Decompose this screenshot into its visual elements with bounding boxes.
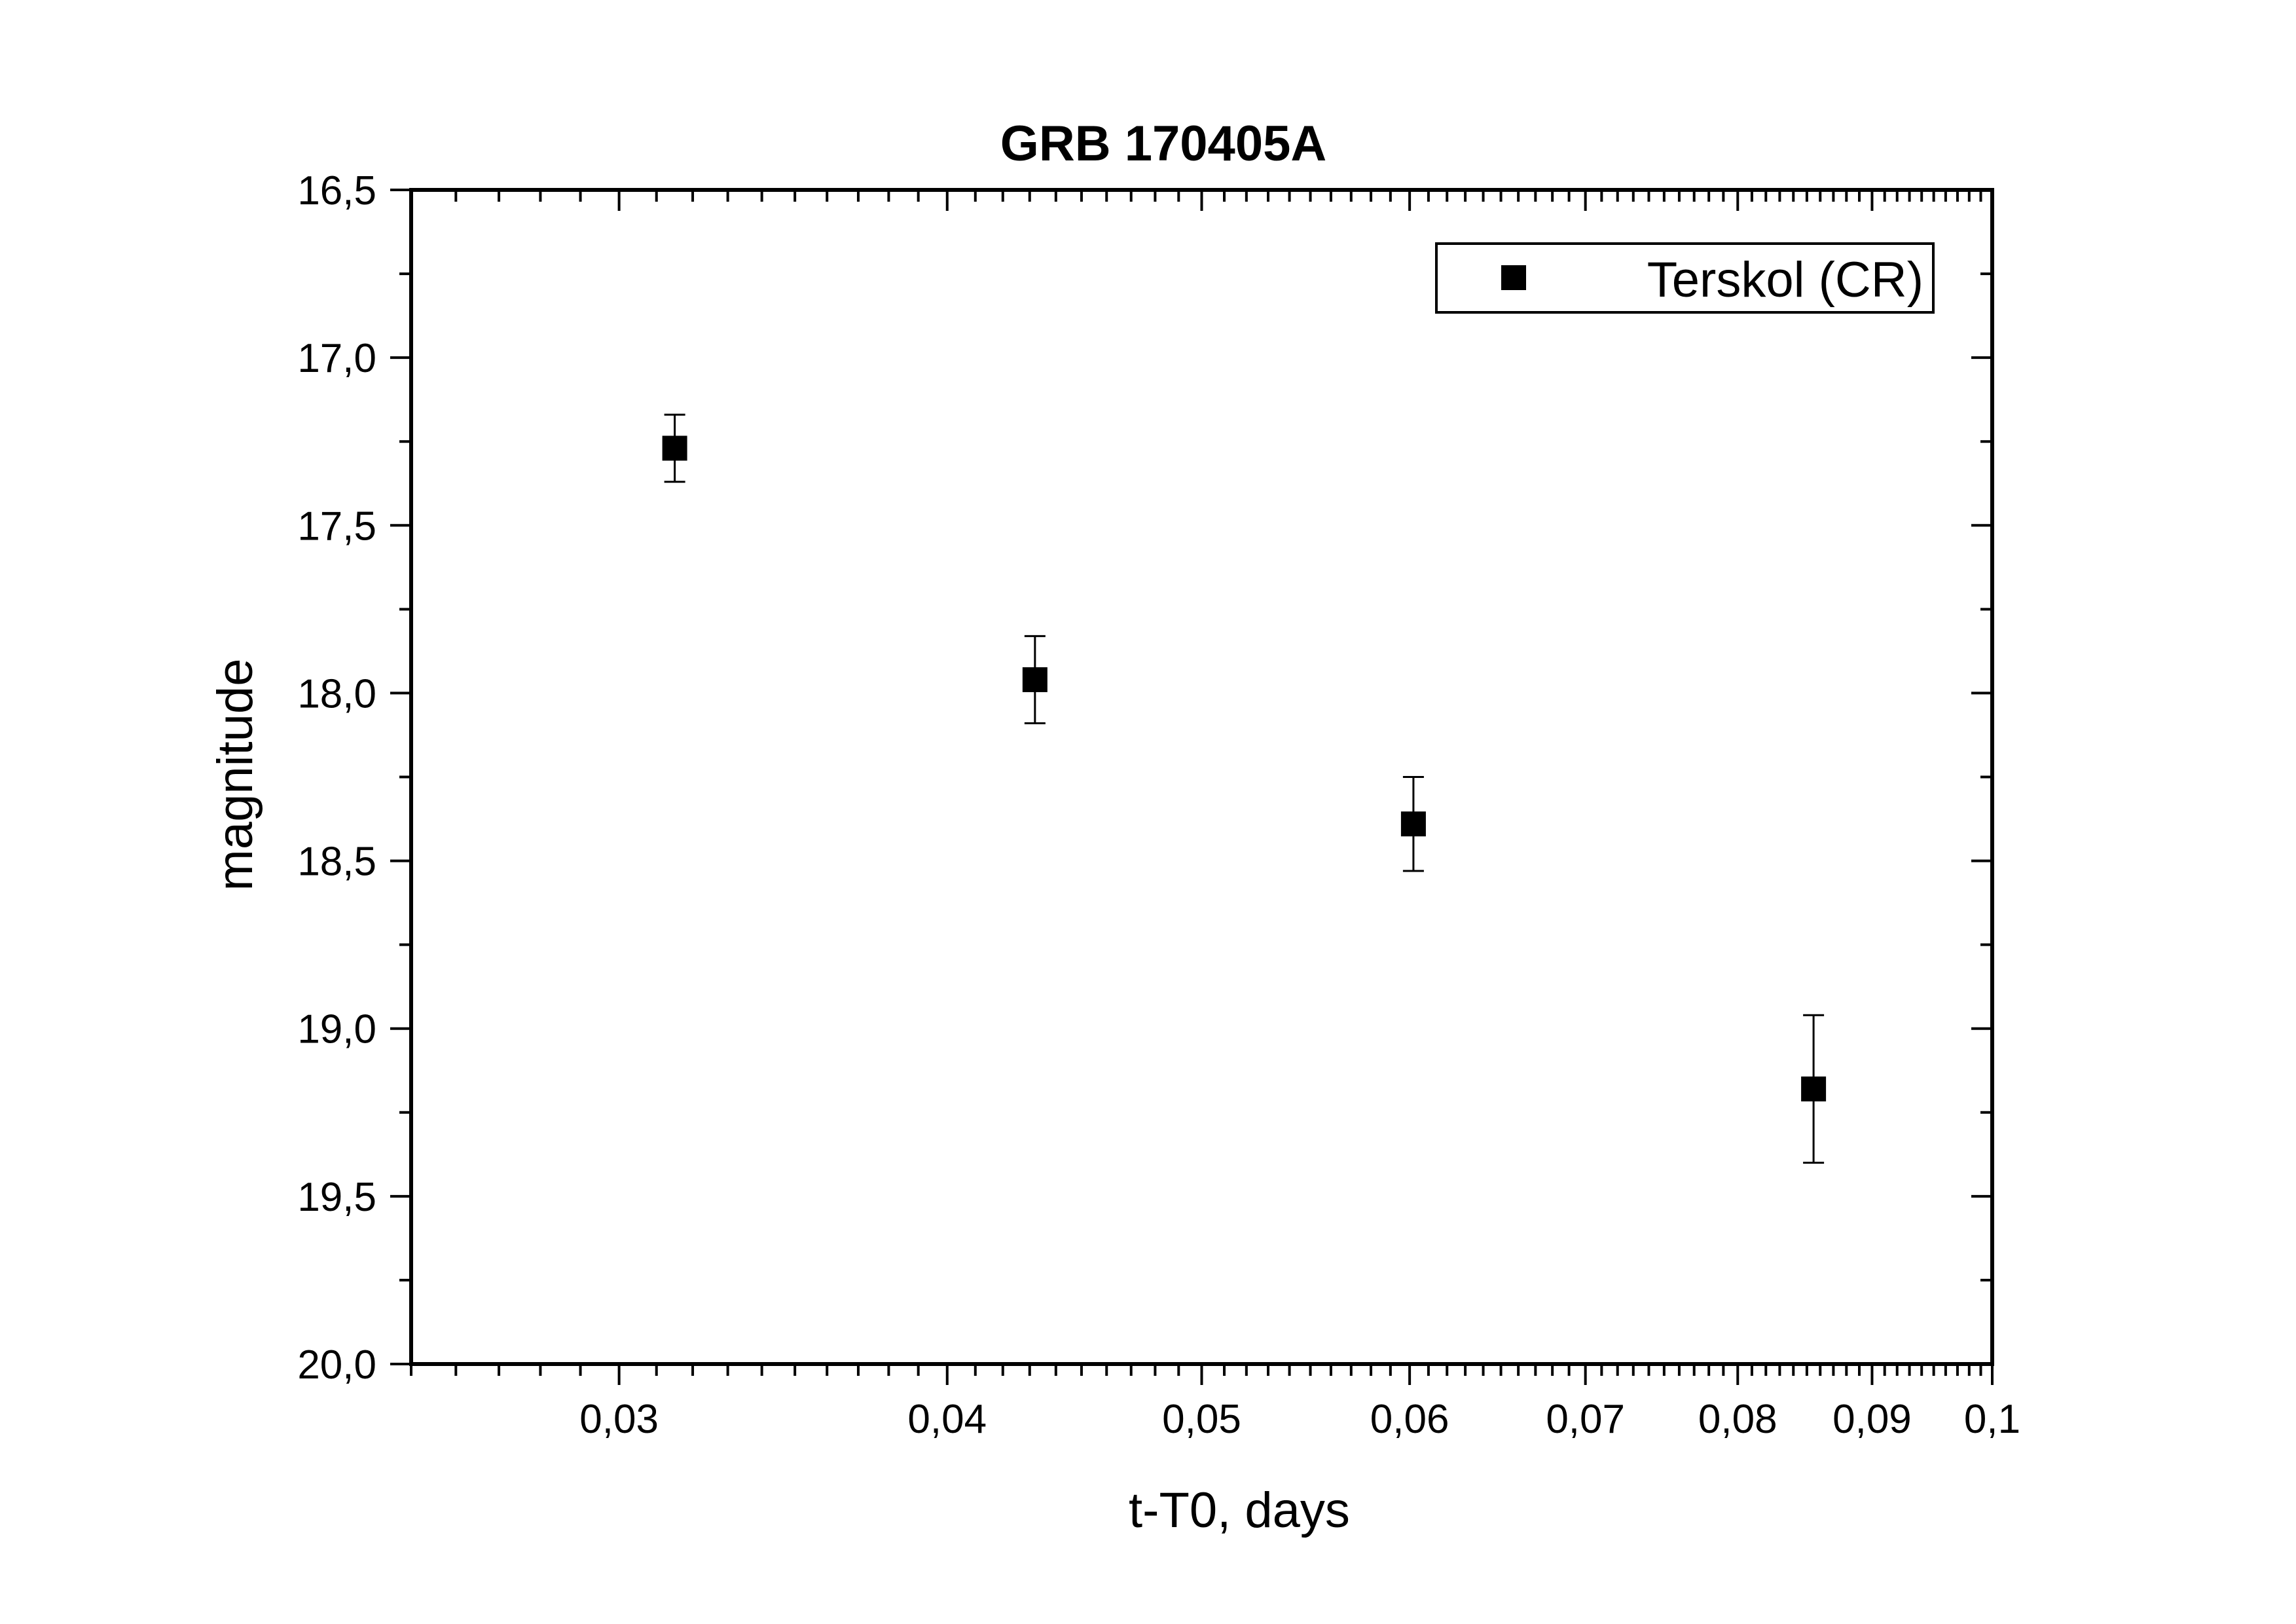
legend: Terskol (CR) bbox=[1435, 242, 1935, 314]
legend-box bbox=[1435, 242, 1935, 314]
plot-frame-layer bbox=[409, 188, 1994, 1366]
y-tick-label: 17,5 bbox=[297, 504, 376, 549]
legend-marker bbox=[1501, 265, 1526, 290]
ticks-layer bbox=[390, 189, 1994, 1385]
x-tick-label: 0,1 bbox=[1964, 1397, 2020, 1442]
data-point bbox=[1801, 1014, 1827, 1164]
y-tick-label: 18,0 bbox=[297, 671, 376, 716]
y-axis-label: magnitude bbox=[208, 659, 263, 891]
data-marker bbox=[1801, 1076, 1827, 1101]
y-tick-label: 16,5 bbox=[297, 168, 376, 213]
data-points-layer bbox=[662, 413, 1827, 1164]
x-axis-label: t-T0, days bbox=[1129, 1483, 1350, 1538]
legend-label: Terskol (CR) bbox=[1647, 252, 1923, 308]
data-point bbox=[1400, 776, 1426, 872]
chart-title: GRB 170405A bbox=[1000, 116, 1327, 172]
plot-frame bbox=[409, 188, 1994, 1366]
x-tick-label: 0,09 bbox=[1832, 1397, 1912, 1442]
y-tick-label: 19,5 bbox=[297, 1175, 376, 1220]
x-tick-label: 0,08 bbox=[1698, 1397, 1777, 1442]
x-tick-label: 0,05 bbox=[1162, 1397, 1241, 1442]
y-tick-label: 17,0 bbox=[297, 336, 376, 381]
data-point bbox=[662, 413, 687, 483]
y-tick-label: 18,5 bbox=[297, 840, 376, 885]
data-point bbox=[1022, 635, 1048, 725]
x-tick-label: 0,06 bbox=[1370, 1397, 1449, 1442]
data-marker bbox=[1400, 811, 1426, 837]
x-tick-label: 0,07 bbox=[1546, 1397, 1625, 1442]
y-tick-label: 19,0 bbox=[297, 1007, 376, 1052]
x-tick-label: 0,04 bbox=[907, 1397, 987, 1442]
data-marker bbox=[1022, 667, 1048, 692]
y-tick-label: 20,0 bbox=[297, 1342, 376, 1388]
x-tick-label: 0,03 bbox=[579, 1397, 659, 1442]
data-marker bbox=[662, 435, 687, 461]
tick-labels-layer: 0,03 0,04 0,05 0,06 0,07 0,08 0,09 0,1 16,5 17,0 1… bbox=[297, 168, 2020, 1442]
